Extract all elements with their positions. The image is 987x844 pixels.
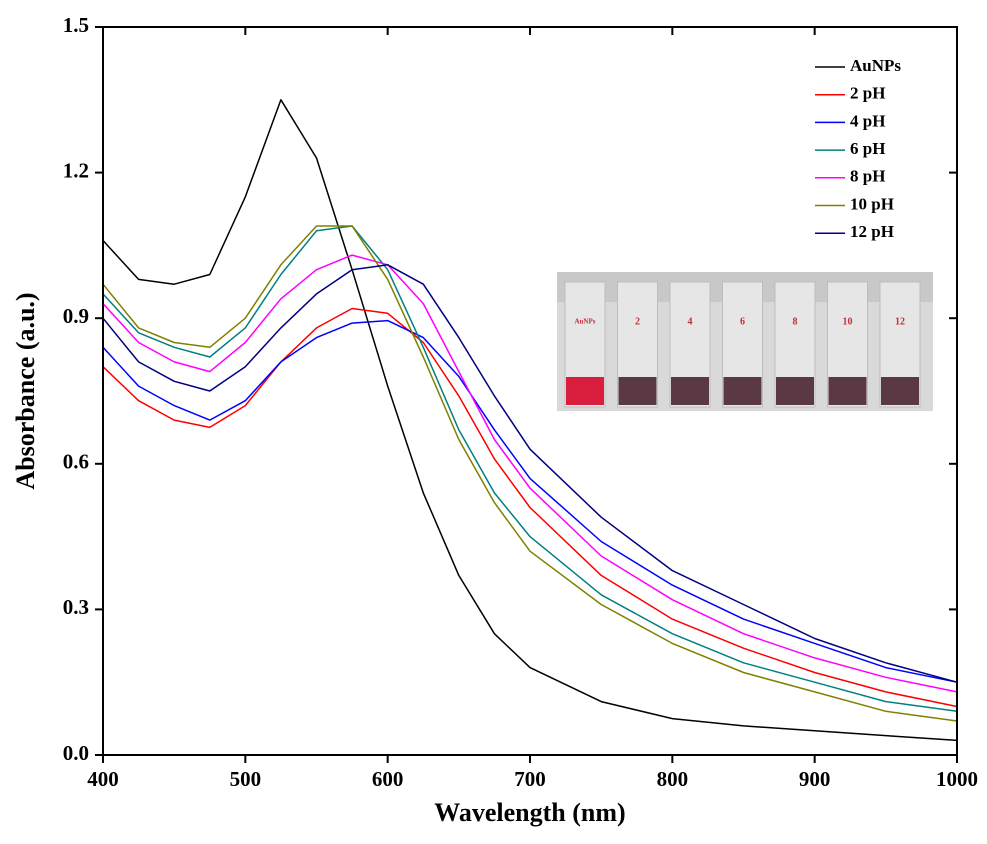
series-line: [102, 99, 958, 742]
legend-label: 8 pH: [850, 167, 885, 186]
vial-liquid: [618, 377, 657, 405]
inset-label: 2: [635, 316, 640, 327]
series-line: [102, 319, 958, 683]
x-tick-label: 800: [657, 767, 689, 791]
inset: AuNPs 2 4 6 8 10 12: [564, 281, 921, 408]
series-line: [102, 254, 958, 693]
series-line: [102, 264, 958, 683]
y-tick-label: 0.9: [63, 304, 89, 328]
series-line: [102, 307, 958, 708]
vial-liquid: [566, 377, 604, 405]
legend-label: 2 pH: [850, 84, 885, 103]
legend-label: 10 pH: [850, 194, 894, 213]
y-tick-label: 1.5: [63, 13, 89, 37]
series-line: [102, 225, 958, 713]
series-line: [102, 225, 958, 722]
legend-label: 12 pH: [850, 222, 894, 241]
x-tick-label: 700: [514, 767, 546, 791]
y-axis-label: Absorbance (a.u.): [11, 292, 40, 489]
inset-label: 8: [793, 316, 798, 327]
x-tick-label: 600: [372, 767, 404, 791]
x-tick-label: 900: [799, 767, 831, 791]
vial-liquid: [776, 377, 814, 405]
vial-liquid: [828, 377, 867, 405]
y-tick-label: 0.0: [63, 741, 89, 765]
vial-liquid: [881, 377, 919, 405]
inset-label: AuNPs: [574, 318, 595, 326]
y-tick-label: 0.6: [63, 450, 89, 474]
y-tick-label: 1.2: [63, 158, 89, 182]
x-tick-label: 1000: [936, 767, 978, 791]
legend-label: 6 pH: [850, 139, 885, 158]
inset-label: 12: [895, 316, 905, 327]
vial-liquid: [723, 377, 762, 405]
inset-label: 10: [843, 316, 853, 327]
x-tick-label: 500: [230, 767, 262, 791]
legend-label: AuNPs: [850, 56, 901, 75]
y-tick-label: 0.3: [63, 595, 89, 619]
vial-liquid: [671, 377, 709, 405]
x-axis-label: Wavelength (nm): [434, 798, 625, 827]
x-tick-label: 400: [87, 767, 119, 791]
inset-label: 6: [740, 316, 745, 327]
inset-label: 4: [688, 316, 693, 327]
legend-label: 4 pH: [850, 111, 885, 130]
